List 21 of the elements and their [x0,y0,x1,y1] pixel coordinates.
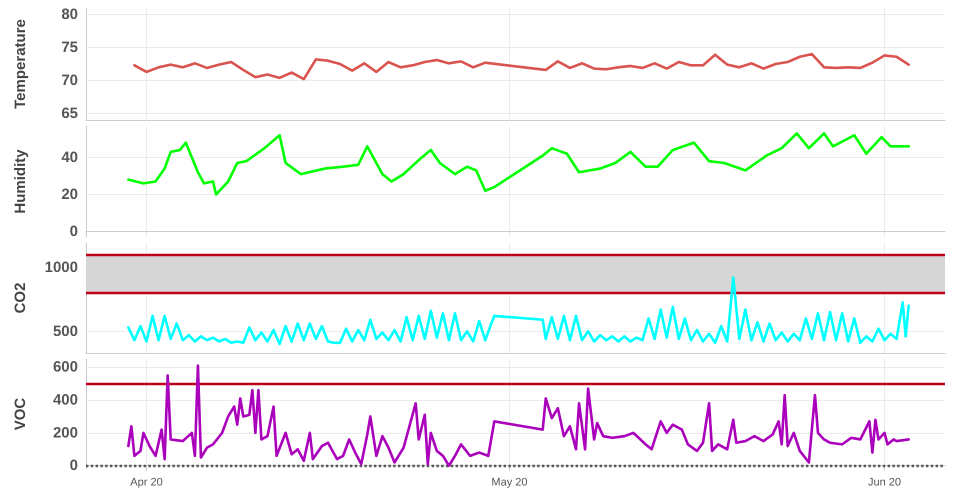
y-tick-label: 1000 [44,258,78,276]
y-tick-label: 500 [52,322,78,340]
y-tick-label: 0 [70,457,78,474]
x-tick-label: Jun 20 [868,476,902,488]
y-axis-title: CO2 [12,282,29,314]
y-tick-label: 75 [61,39,78,56]
y-axis-title: Humidity [12,148,29,214]
x-tick-label: Apr 20 [130,476,163,488]
y-axis-title: Temperature [12,19,29,109]
y-tick-label: 600 [52,358,78,376]
y-tick-label: 40 [61,148,78,166]
line-series [133,52,910,80]
y-axis-title: VOC [12,398,29,430]
y-tick-label: 0 [70,222,78,240]
y-tick-label: 400 [52,392,78,409]
y-tick-label: 80 [61,6,78,24]
x-tick-label: May 20 [491,476,528,488]
y-tick-label: 200 [52,424,78,442]
y-tick-label: 20 [61,186,78,203]
y-tick-label: 70 [61,72,78,89]
y-tick-label: 65 [61,104,78,122]
